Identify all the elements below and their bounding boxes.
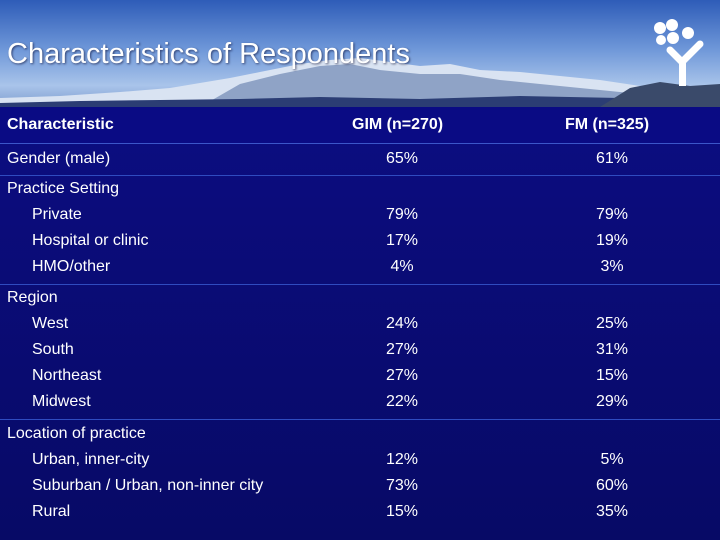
gim-value: 24% [385,315,419,332]
fm-value: 31% [595,341,629,358]
fm-value: 35% [595,503,629,520]
gim-value: 79% [385,206,419,223]
header-banner [0,0,720,107]
row-label: Hospital or clinic [32,232,149,249]
gim-value: 4% [390,258,414,275]
header-fm: FM (n=325) [565,116,650,133]
gim-value: 65% [385,150,419,167]
group-label: Region [7,289,58,306]
gim-value: 12% [385,451,419,468]
mountain-illustration [0,58,720,107]
fm-value: 19% [595,232,629,249]
fm-value: 60% [595,477,629,494]
fm-value: 5% [600,451,624,468]
gim-value: 17% [385,232,419,249]
table-header: Characteristic GIM (n=270) FM (n=325) [0,107,720,144]
fm-value: 29% [595,393,629,410]
group-label: Location of practice [7,425,146,442]
page-title: Characteristics of Respondents [7,38,410,70]
row-label: Gender (male) [7,150,111,167]
row-divider [0,419,720,420]
row-label: Rural [32,503,71,520]
row-label: Midwest [32,393,91,410]
gim-value: 27% [385,367,419,384]
group-label: Practice Setting [7,180,120,197]
row-divider [0,175,720,176]
row-label: West [32,315,69,332]
fm-value: 79% [595,206,629,223]
figure-logo-icon [654,19,704,86]
gim-value: 22% [385,393,419,410]
row-label: Northeast [32,367,102,384]
row-label: Private [32,206,82,223]
header-gim: GIM (n=270) [352,116,444,133]
gim-value: 27% [385,341,419,358]
row-label: South [32,341,74,358]
header-characteristic: Characteristic [7,116,114,133]
gim-value: 73% [385,477,419,494]
row-divider [0,284,720,285]
gim-value: 15% [385,503,419,520]
fm-value: 61% [595,150,629,167]
row-label: Urban, inner-city [32,451,150,468]
row-label: HMO/other [32,258,111,275]
fm-value: 15% [595,367,629,384]
row-label: Suburban / Urban, non-inner city [32,477,264,494]
fm-value: 3% [600,258,624,275]
fm-value: 25% [595,315,629,332]
